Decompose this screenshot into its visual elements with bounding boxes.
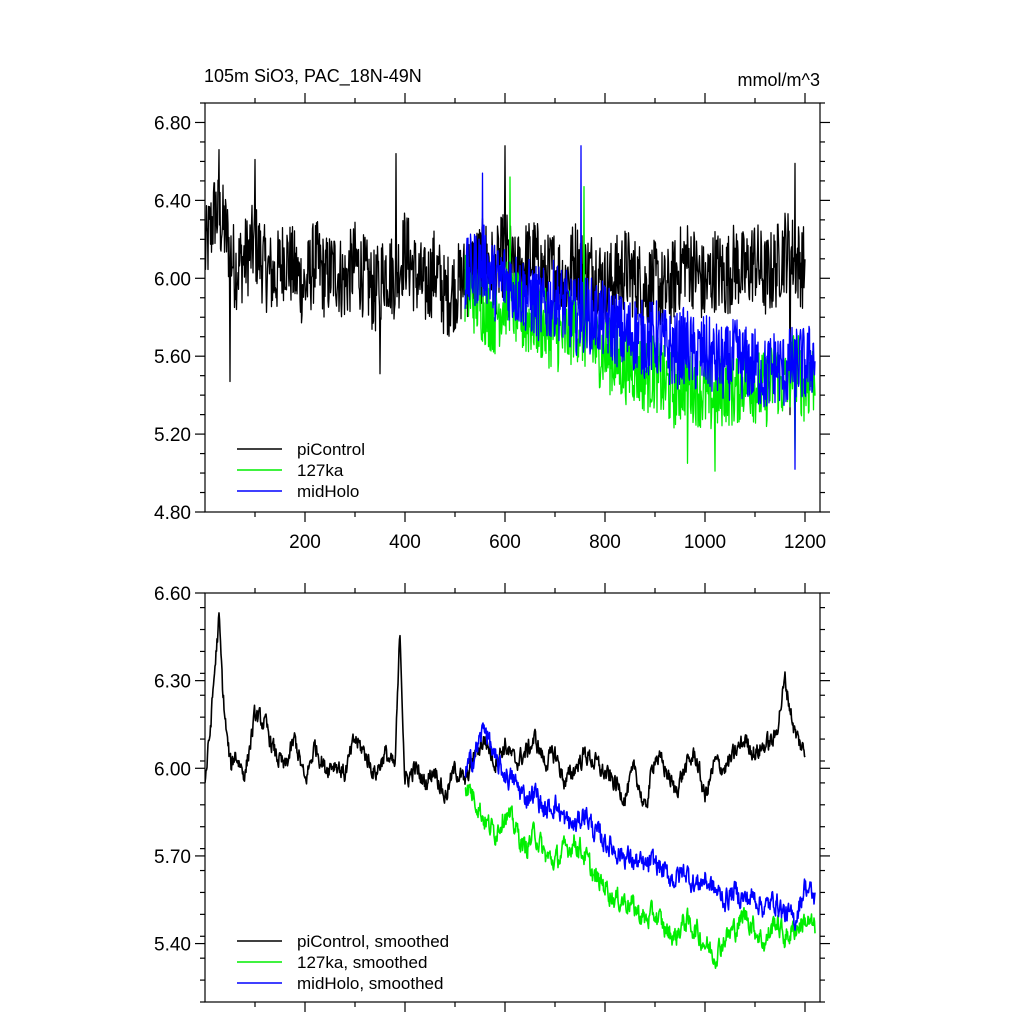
y-tick-label: 5.20 xyxy=(154,425,191,446)
legend-label: piControl, smoothed xyxy=(297,932,449,951)
x-tick-label: 1200 xyxy=(784,532,826,553)
title-right: mmol/m^3 xyxy=(738,70,820,90)
legend-label: midHolo, smoothed xyxy=(297,974,443,993)
series-line-midholo xyxy=(464,145,816,470)
series-line-127ka-smoothed xyxy=(464,783,816,970)
legend-label: 127ka xyxy=(297,461,344,480)
plot-frame-top xyxy=(204,102,821,513)
y-tick-label: 5.60 xyxy=(154,347,191,368)
title-left: 105m SiO3, PAC_18N-49N xyxy=(204,66,422,87)
y-tick-label: 6.80 xyxy=(154,113,191,134)
panel-bottom: 5.40 5.70 6.00 6.30 6.60 piControl, smoothed… xyxy=(154,583,830,1012)
plot-frame-bottom xyxy=(204,592,821,1003)
y-tick-label: 6.30 xyxy=(154,672,191,693)
y-tick-label: 5.70 xyxy=(154,847,191,868)
x-tick-label: 1000 xyxy=(684,532,726,553)
series-line-picontrol xyxy=(205,145,806,416)
ticks-bottom: 5.40 5.70 6.00 6.30 6.60 xyxy=(154,583,830,1012)
panel-top: 200 400 600 800 1000 1200 4.80 5.20 5.60 6.00 6.40… xyxy=(154,93,830,553)
legend-bottom: piControl, smoothed 127ka, smoothed midHol… xyxy=(237,932,449,993)
x-tick-label: 600 xyxy=(489,532,521,553)
series-lines-bottom xyxy=(205,612,816,970)
legend-top: piControl 127ka midHolo xyxy=(237,440,365,501)
y-tick-label: 5.40 xyxy=(154,935,191,956)
y-tick-label: 6.60 xyxy=(154,584,191,605)
x-tick-label: 200 xyxy=(289,532,321,553)
series-lines-top xyxy=(205,145,816,472)
y-tick-label: 4.80 xyxy=(154,503,191,524)
x-tick-label: 400 xyxy=(389,532,421,553)
series-line-midholo-smoothed xyxy=(464,722,816,932)
legend-label: 127ka, smoothed xyxy=(297,953,427,972)
y-tick-label: 6.40 xyxy=(154,191,191,212)
ticks-top: 200 400 600 800 1000 1200 4.80 5.20 5.60 6.00 6.40… xyxy=(154,93,830,553)
x-tick-label: 800 xyxy=(589,532,621,553)
y-tick-label: 6.00 xyxy=(154,269,191,290)
legend-label: midHolo xyxy=(297,482,359,501)
series-line-127ka xyxy=(464,176,816,472)
legend-label: piControl xyxy=(297,440,365,459)
series-line-picontrol-smoothed xyxy=(205,612,806,809)
y-tick-label: 6.00 xyxy=(154,759,191,780)
